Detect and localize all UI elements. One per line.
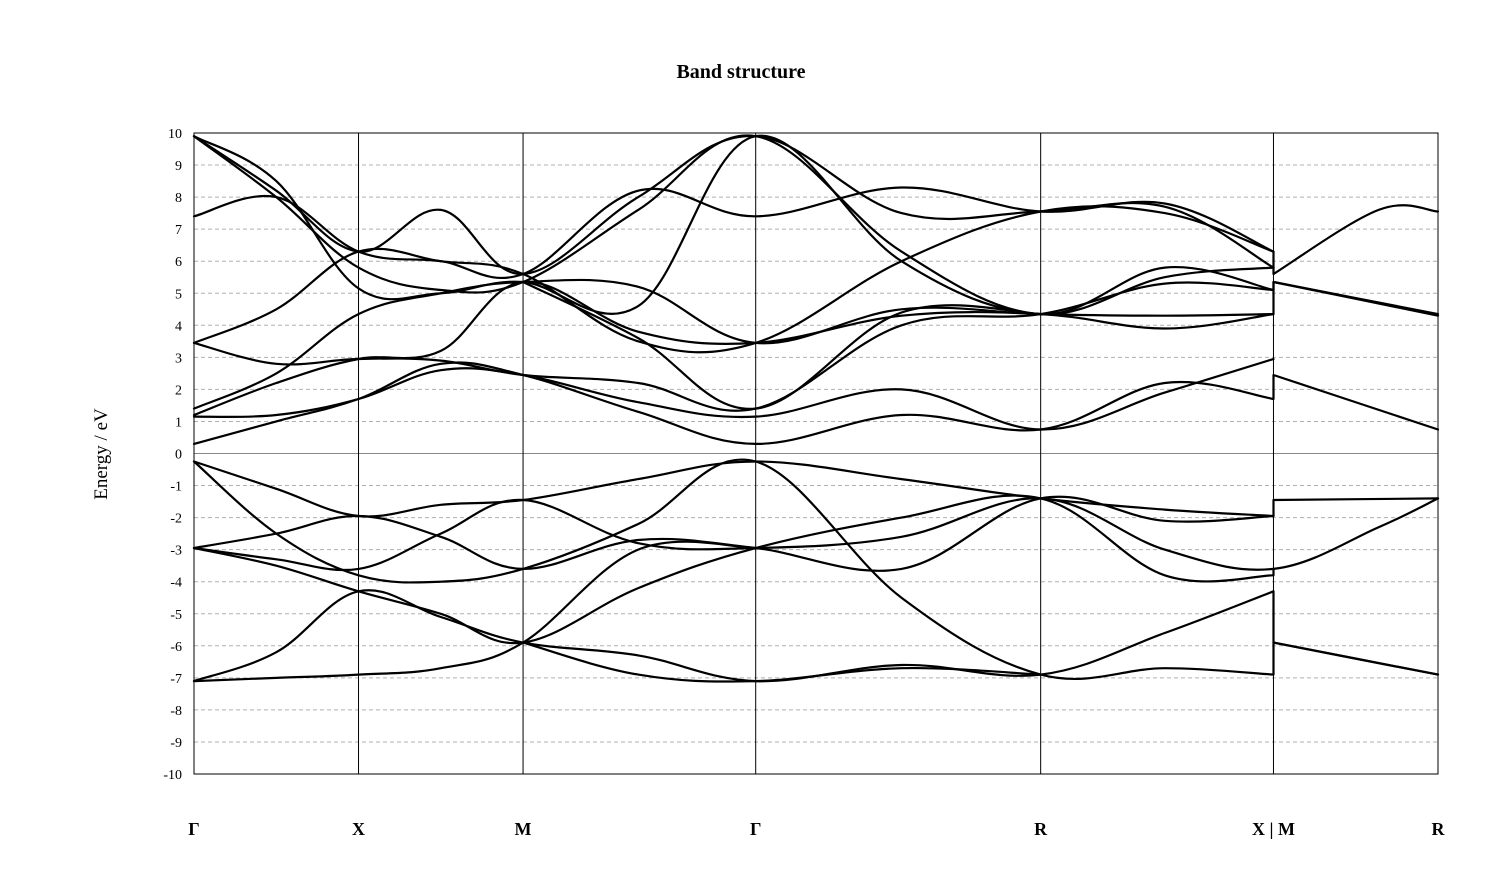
band-line — [192, 589, 1440, 683]
chart-title: Band structure — [676, 61, 805, 83]
k-point-label: R — [1432, 819, 1446, 839]
grid-lines — [194, 164, 1438, 743]
band-line — [522, 280, 1042, 410]
k-point-label: M — [515, 819, 532, 839]
y-tick-label: -10 — [163, 768, 182, 783]
band-line — [192, 458, 1440, 681]
band-line — [192, 134, 1275, 316]
y-tick-label: 1 — [175, 415, 182, 430]
y-tick-label: -1 — [170, 480, 182, 495]
k-point-label: R — [1034, 819, 1048, 839]
y-tick-label: 3 — [175, 351, 182, 366]
y-tick-label: 9 — [175, 159, 182, 174]
band-line — [192, 135, 1275, 276]
y-tick-label: 5 — [175, 287, 182, 302]
band-line — [192, 495, 1275, 572]
y-tick-label: -4 — [170, 576, 182, 591]
k-point-label: Γ — [750, 819, 761, 839]
y-axis-label: Energy / eV — [91, 408, 112, 500]
y-tick-label: -7 — [170, 672, 182, 687]
y-tick-label: 2 — [175, 383, 182, 398]
y-tick-label: -6 — [170, 640, 182, 655]
plot-frame — [193, 132, 1439, 775]
band-line — [522, 641, 1042, 683]
band-line — [192, 278, 1275, 410]
y-tick-label: 7 — [175, 223, 182, 238]
band-line — [192, 497, 1440, 572]
band-line — [192, 280, 1440, 417]
band-line — [192, 494, 1275, 645]
y-tick-label: 10 — [168, 127, 182, 142]
y-tick-label: 8 — [175, 191, 182, 206]
k-point-label: X — [352, 819, 365, 839]
y-tick-label: -2 — [170, 512, 182, 527]
y-tick-label: 0 — [175, 448, 182, 463]
band-line — [192, 186, 1275, 280]
y-tick-label: 4 — [175, 319, 182, 334]
band-line — [192, 357, 1275, 431]
band-line — [192, 540, 757, 683]
y-tick-label: -8 — [170, 704, 182, 719]
k-point-labels: Γ X M Γ R X | M R — [188, 819, 1445, 839]
y-tick-label: -9 — [170, 736, 182, 751]
band-line — [192, 134, 1275, 316]
y-tick-label: -5 — [170, 608, 182, 623]
y-tick-label: -3 — [170, 544, 182, 559]
band-curves — [192, 134, 1440, 683]
k-point-label: X | M — [1252, 819, 1295, 839]
y-tick-label: 6 — [175, 255, 182, 270]
k-point-label: Γ — [188, 819, 199, 839]
